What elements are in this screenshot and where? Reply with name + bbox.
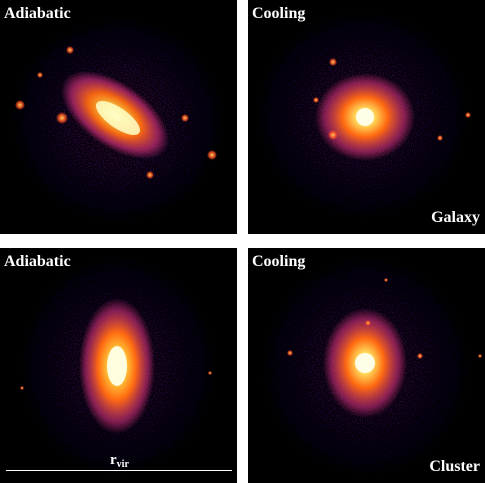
panel-title: Cooling: [252, 5, 306, 22]
virial-radius-symbol: r: [110, 452, 117, 468]
virial-radius-subscript: vir: [116, 459, 129, 470]
panel-title: Adiabatic: [4, 5, 71, 22]
panel-adiabatic-galaxy: Adiabatic: [0, 0, 237, 234]
panel-title: Cooling: [252, 253, 306, 270]
panel-cooling-cluster: Cooling Cluster: [248, 248, 485, 483]
density-map-cooling-galaxy: [248, 3, 478, 227]
virial-radius-scale-bar: [6, 470, 232, 471]
virial-radius-label: rvir: [110, 453, 129, 470]
density-map-adiabatic-cluster: [13, 248, 223, 483]
panel-adiabatic-cluster: Adiabatic rvir: [0, 248, 237, 483]
panel-corner-label: Cluster: [429, 458, 480, 475]
panel-cooling-galaxy: Cooling Galaxy: [248, 0, 485, 234]
panel-corner-label: Galaxy: [431, 209, 480, 226]
density-map-adiabatic-galaxy: [3, 10, 233, 230]
panel-title: Adiabatic: [4, 253, 71, 270]
density-map-cooling-cluster: [254, 248, 482, 483]
